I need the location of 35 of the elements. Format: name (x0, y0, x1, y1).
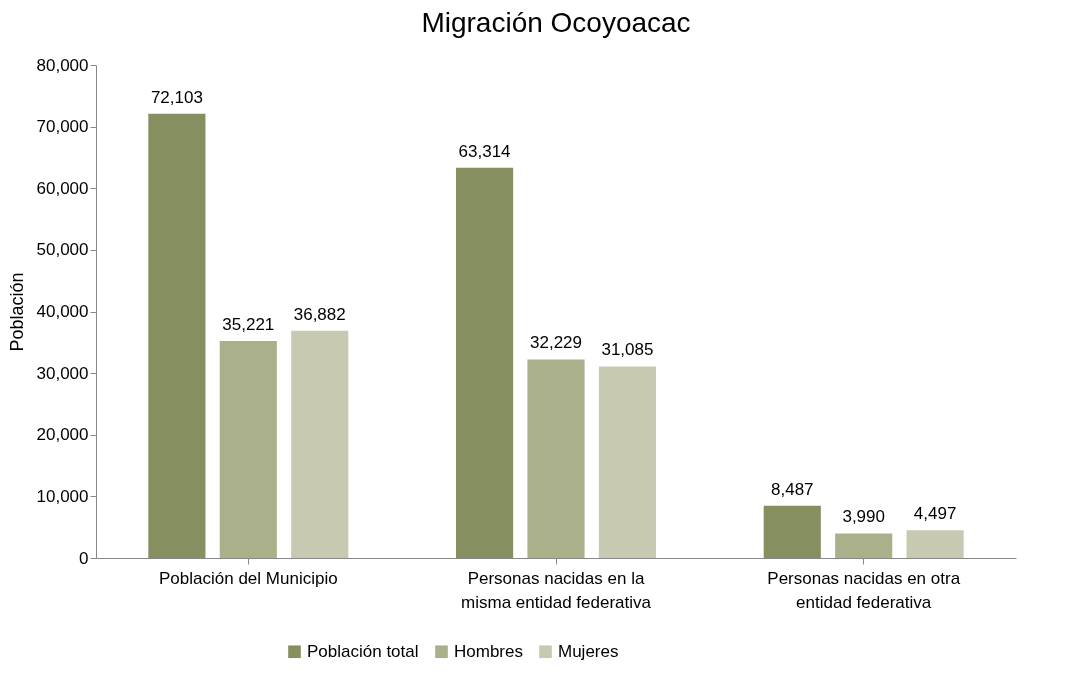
y-tick-label: 20,000 (36, 425, 89, 445)
y-tick-label: 60,000 (36, 178, 89, 198)
y-tick-label: 70,000 (36, 117, 89, 137)
data-label: 31,085 (601, 340, 654, 360)
data-label: 72,103 (150, 87, 203, 107)
y-tick-label: 10,000 (36, 486, 89, 506)
x-tick-label: Población del Municipio (159, 568, 338, 588)
data-label: 3,990 (842, 507, 885, 527)
x-tick-label: Personas nacidas en otra entidad federativa (767, 568, 961, 612)
y-tick-label: 40,000 (36, 302, 89, 321)
legend-label: Población total (307, 641, 419, 661)
bar (527, 359, 585, 558)
y-tick-label: 50,000 (36, 240, 89, 260)
bar (219, 340, 277, 558)
data-label: 4,497 (913, 504, 957, 524)
chart-title: Migración Ocoyoacac (421, 7, 691, 38)
bar (835, 533, 893, 558)
data-label: 63,314 (458, 141, 511, 161)
bar (598, 366, 656, 558)
bar (456, 167, 514, 558)
y-tick-label: 30,000 (36, 363, 89, 383)
data-label: 36,882 (293, 304, 346, 324)
data-label: 32,229 (530, 333, 582, 353)
bar (148, 113, 206, 558)
data-label: 35,221 (222, 314, 275, 334)
y-tick-label: 80,000 (36, 55, 89, 75)
bar (906, 530, 964, 558)
data-label: 8,487 (770, 479, 814, 499)
y-axis-title: Población (6, 272, 27, 352)
legend-label: Mujeres (558, 641, 619, 661)
y-tick-label: 0 (79, 548, 89, 568)
x-tick-label: Personas nacidas en la misma entidad federativa (461, 568, 652, 612)
bar (291, 330, 349, 558)
bar (763, 505, 821, 558)
legend-label: Hombres (454, 641, 523, 661)
